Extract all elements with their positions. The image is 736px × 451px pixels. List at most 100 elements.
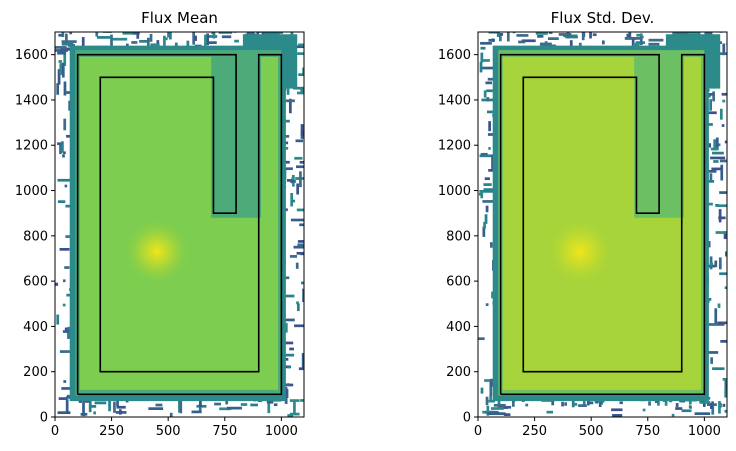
edge-cell <box>112 37 128 41</box>
edge-cell <box>297 243 304 247</box>
edge-cell <box>719 108 723 120</box>
flux-interior <box>502 56 701 390</box>
edge-cell <box>578 42 582 47</box>
edge-cell <box>719 159 727 163</box>
edge-cell <box>296 183 300 195</box>
edge-cell <box>479 61 483 73</box>
edge-cell <box>675 403 679 408</box>
edge-cell <box>113 401 116 413</box>
edge-cell <box>169 412 173 417</box>
edge-cell <box>709 262 714 266</box>
edge-cell <box>58 397 68 400</box>
edge-cell <box>167 32 170 38</box>
edge-cell <box>302 67 304 75</box>
edge-cell <box>296 251 304 255</box>
edge-cell <box>59 350 72 353</box>
edge-cell <box>713 139 717 151</box>
edge-cell <box>521 39 536 43</box>
edge-cell <box>204 35 218 38</box>
edge-cell <box>718 209 722 223</box>
edge-cell <box>57 142 63 146</box>
edge-cell <box>58 33 63 37</box>
y-tick-label: 1000 <box>15 184 48 199</box>
outer-boundary <box>76 53 283 396</box>
edge-cell <box>300 399 304 402</box>
edge-cell <box>722 377 727 381</box>
edge-cell <box>633 43 640 46</box>
edge-cell <box>715 231 727 234</box>
edge-cell <box>624 37 641 40</box>
edge-cell <box>491 154 494 171</box>
edge-cell <box>63 279 66 283</box>
edge-cell <box>284 208 288 212</box>
flux-interior <box>79 56 278 390</box>
edge-cell <box>490 378 493 387</box>
x-tick-label: 1000 <box>265 424 298 439</box>
edge-cell <box>484 177 490 181</box>
edge-cell <box>64 266 70 269</box>
edge-cell <box>481 59 490 62</box>
edge-cell <box>718 257 722 270</box>
edge-cell <box>57 200 66 204</box>
edge-cell <box>55 46 67 49</box>
edge-cell <box>706 180 715 183</box>
edge-cell <box>686 32 700 34</box>
hotspot <box>545 216 615 287</box>
edge-cell <box>294 324 304 328</box>
edge-cell <box>296 301 299 305</box>
edge-cell <box>601 40 605 45</box>
edge-cell <box>712 151 724 155</box>
edge-cell <box>688 405 692 409</box>
edge-cell <box>480 387 484 394</box>
edge-cell <box>61 32 65 38</box>
edge-cell <box>240 403 248 406</box>
edge-cell <box>715 204 727 208</box>
edge-cell <box>711 403 715 415</box>
edge-cell <box>63 151 66 155</box>
edge-cell <box>136 32 140 39</box>
edge-cell <box>96 36 113 39</box>
edge-cell <box>707 241 711 248</box>
x-axis: 0 250 500 750 1000 <box>51 417 298 439</box>
edge-cell <box>297 240 304 243</box>
x-tick-label: 0 <box>474 424 482 439</box>
edge-cell <box>298 367 304 371</box>
edge-cell <box>284 119 290 123</box>
y-tick-label: 600 <box>446 275 471 290</box>
edge-cell <box>626 33 630 38</box>
heatmap-area <box>478 32 727 417</box>
edge-cell <box>300 124 304 137</box>
edge-cell <box>293 401 296 414</box>
edge-cell <box>722 43 726 56</box>
x-tick-label: 250 <box>522 424 547 439</box>
edge-cell <box>711 401 714 404</box>
edge-cell <box>709 403 713 409</box>
edge-cell <box>273 403 278 407</box>
edge-cell <box>56 314 60 325</box>
edge-cell <box>61 62 65 78</box>
edge-cell <box>708 170 717 173</box>
edge-cell <box>488 399 496 403</box>
edge-cell <box>298 43 304 47</box>
edge-cell <box>148 407 164 410</box>
y-tick-label: 1000 <box>438 184 471 199</box>
edge-cell <box>155 403 163 407</box>
edge-cell <box>204 34 207 47</box>
edge-cell <box>503 413 511 416</box>
edge-cell <box>55 49 68 52</box>
edge-cell <box>480 52 484 63</box>
edge-cell <box>715 137 719 151</box>
edge-cell <box>287 365 291 369</box>
edge-cell <box>284 318 295 322</box>
edge-cell <box>675 407 683 410</box>
edge-cell <box>298 73 304 77</box>
panel-flux-mean: Flux Mean 0 250 500 750 1000 0 200 400 600 800 10… <box>15 9 305 439</box>
edge-cell <box>64 327 68 332</box>
edge-cell <box>122 32 136 35</box>
hotspot <box>122 216 192 287</box>
edge-cell <box>710 156 726 160</box>
edge-cell <box>57 411 71 415</box>
edge-cell <box>588 401 594 405</box>
edge-cell <box>61 387 77 390</box>
